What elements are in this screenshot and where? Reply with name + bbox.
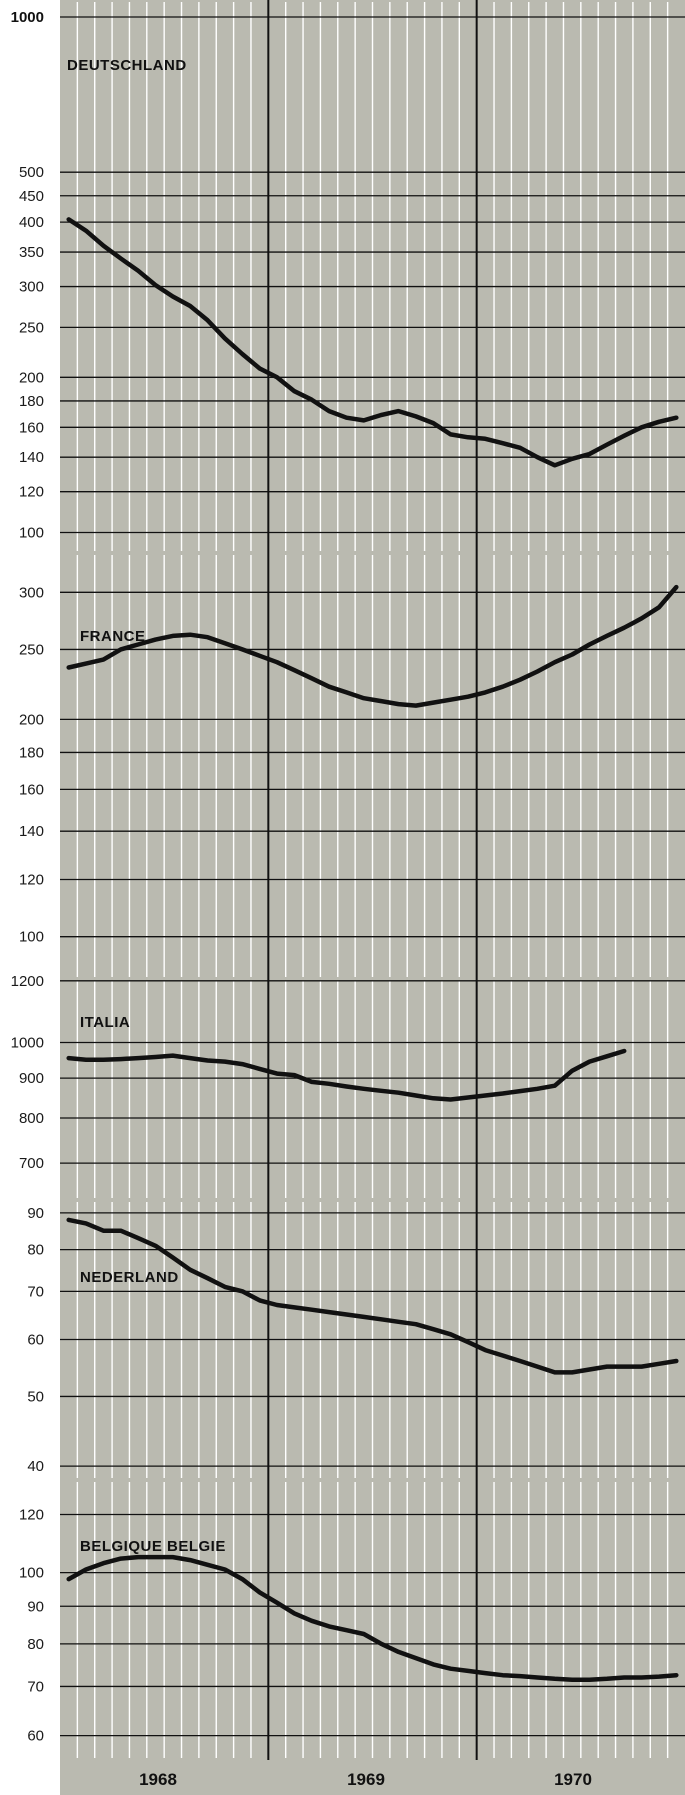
panel-nederland: 40 50 60 70 80 90 NEDERLAND	[27, 1200, 685, 1480]
series-line-belgique-belgie	[66, 1554, 679, 1682]
y-tick-label: 60	[27, 1728, 44, 1745]
x-axis-year-labels: 1968 1969 1970	[139, 1770, 592, 1789]
y-tick-label: 120	[19, 1506, 44, 1523]
y-tick-label: 90	[27, 1205, 44, 1222]
y-tick-label: 180	[19, 744, 44, 761]
series-line-france	[66, 584, 679, 708]
y-tick-label: 120	[19, 484, 44, 501]
panel-belgique-belgie: 60 70 80 90 100 120 BELGIQUE BELGIE	[19, 1480, 685, 1760]
year-label-1970: 1970	[554, 1770, 592, 1789]
series-line-deutschland	[66, 217, 679, 468]
y-tick-label: 100	[19, 929, 44, 946]
y-tick-label: 1000	[11, 9, 44, 26]
y-tick-label: 50	[27, 1388, 44, 1405]
y-tick-label: 40	[27, 1458, 44, 1475]
panel-deutschland: 100 120 140 160 180 200 250 300 350 400 450 500 1000…	[11, 0, 685, 553]
y-tick-label: 80	[27, 1242, 44, 1259]
y-tick-label: 200	[19, 711, 44, 728]
x-axis-strip	[60, 1760, 685, 1795]
y-tick-label: 350	[19, 244, 44, 261]
y-tick-label: 120	[19, 872, 44, 889]
y-tick-label: 400	[19, 214, 44, 231]
y-tick-label: 160	[19, 419, 44, 436]
panels: 100 120 140 160 180 200 250 300 350 400 450 500 1000…	[11, 0, 685, 1795]
y-tick-label: 500	[19, 164, 44, 181]
panel-title-italia: ITALIA	[80, 1014, 130, 1031]
y-tick-label: 200	[19, 369, 44, 386]
y-tick-label: 450	[19, 188, 44, 205]
y-tick-label: 80	[27, 1636, 44, 1653]
panel-title-deutschland: DEUTSCHLAND	[67, 57, 187, 74]
y-tick-label: 70	[27, 1678, 44, 1695]
y-tick-label: 180	[19, 393, 44, 410]
panel-title-france: FRANCE	[80, 628, 146, 645]
y-tick-label: 140	[19, 449, 44, 466]
panel-title-belgique-belgie: BELGIQUE BELGIE	[80, 1538, 226, 1555]
series-line-italia	[66, 1048, 627, 1102]
y-tick-label: 1000	[11, 1034, 44, 1051]
panel-italia: 700 800 900 1000 1200 ITALIA	[11, 973, 685, 1200]
y-tick-label: 70	[27, 1283, 44, 1300]
y-tick-label: 60	[27, 1331, 44, 1348]
year-label-1969: 1969	[347, 1770, 385, 1789]
y-tick-label: 90	[27, 1598, 44, 1615]
y-tick-label: 160	[19, 781, 44, 798]
y-tick-label: 250	[19, 319, 44, 336]
y-tick-label: 800	[19, 1110, 44, 1127]
y-tick-label: 100	[19, 1565, 44, 1582]
y-tick-label: 140	[19, 823, 44, 840]
panel-france: 100 120 140 160 180 200 250 300 FRANCE	[19, 553, 685, 979]
y-tick-label: 100	[19, 525, 44, 542]
y-tick-label: 300	[19, 584, 44, 601]
y-tick-label: 700	[19, 1155, 44, 1172]
y-tick-label: 900	[19, 1070, 44, 1087]
y-tick-label: 300	[19, 279, 44, 296]
y-tick-label: 250	[19, 641, 44, 658]
panel-title-nederland: NEDERLAND	[80, 1269, 179, 1286]
y-tick-label: 1200	[11, 973, 44, 990]
series-line-nederland	[66, 1217, 679, 1375]
year-label-1968: 1968	[139, 1770, 177, 1789]
